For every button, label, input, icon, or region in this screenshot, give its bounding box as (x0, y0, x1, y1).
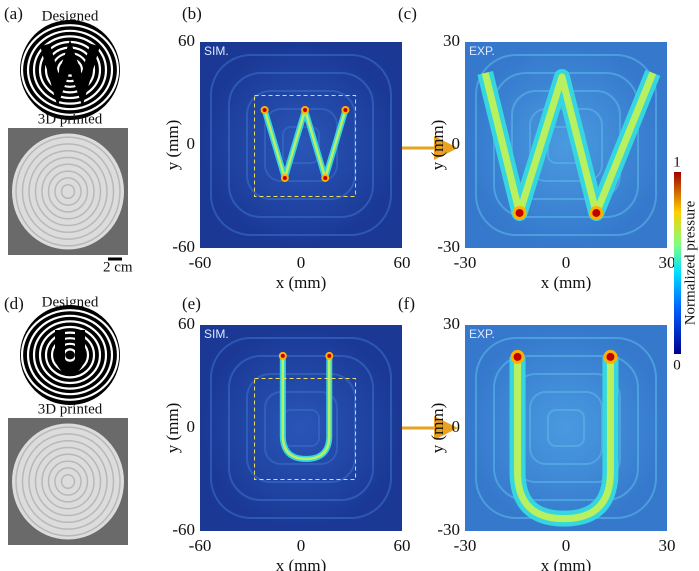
y-axis-label: y (mm) (163, 120, 182, 171)
x-tick-label: 0 (562, 536, 571, 555)
panel-label: (e) (182, 294, 201, 313)
printed-label: 3D printed (38, 401, 103, 417)
y-tick-label: 30 (443, 314, 460, 333)
x-tick-label: 60 (394, 536, 411, 555)
panel-tag: EXP. (469, 44, 495, 58)
x-axis-label: x (mm) (276, 273, 327, 292)
hot-core (281, 354, 285, 358)
hot-core (263, 108, 267, 112)
x-tick-label: 0 (297, 253, 306, 272)
x-tick-label: -30 (454, 536, 477, 555)
y-tick-label: 0 (452, 134, 461, 153)
hot-core (516, 209, 524, 217)
hot-core (303, 108, 307, 112)
hot-core (514, 353, 522, 361)
x-tick-label: -60 (189, 536, 212, 555)
panel-label: (c) (398, 4, 417, 23)
colorbar (674, 172, 681, 354)
panel-tag: SIM. (204, 44, 229, 58)
x-tick-label: 0 (562, 253, 571, 272)
panel-label: (b) (182, 4, 202, 23)
x-tick-label: 30 (659, 536, 676, 555)
printed-label: 3D printed (38, 111, 103, 127)
y-axis-label: y (mm) (428, 120, 447, 171)
panel-label: (d) (4, 294, 24, 313)
x-tick-label: 0 (297, 536, 306, 555)
y-tick-label: 30 (443, 31, 460, 50)
x-tick-label: 60 (394, 253, 411, 272)
y-tick-label: 0 (452, 417, 461, 436)
hot-core (323, 176, 327, 180)
y-axis-label: y (mm) (163, 403, 182, 454)
scale-label: 2 cm (103, 259, 133, 275)
panel-label: (f) (398, 294, 415, 313)
y-tick-label: 60 (178, 314, 195, 333)
x-tick-label: -60 (189, 253, 212, 272)
hot-core (327, 354, 331, 358)
x-axis-label: x (mm) (541, 273, 592, 292)
y-tick-label: 0 (187, 417, 196, 436)
panel-label: (a) (4, 4, 23, 23)
colorbar-min: 0 (673, 357, 681, 373)
panel-tag: SIM. (204, 327, 229, 341)
hot-core (343, 108, 347, 112)
x-axis-label: x (mm) (276, 556, 327, 571)
x-tick-label: -30 (454, 253, 477, 272)
panel-tag: EXP. (469, 327, 495, 341)
y-tick-label: 0 (187, 134, 196, 153)
hot-core (606, 353, 614, 361)
y-tick-label: 60 (178, 31, 195, 50)
x-axis-label: x (mm) (541, 556, 592, 571)
hot-core (283, 176, 287, 180)
x-tick-label: 30 (659, 253, 676, 272)
figure: (a)Designed3D printed2 cm(b)SIM.600-60-6… (0, 0, 699, 571)
hot-core (592, 209, 600, 217)
y-axis-label: y (mm) (428, 403, 447, 454)
colorbar-max: 1 (673, 154, 681, 170)
colorbar-label: Normalized pressure (682, 200, 698, 325)
